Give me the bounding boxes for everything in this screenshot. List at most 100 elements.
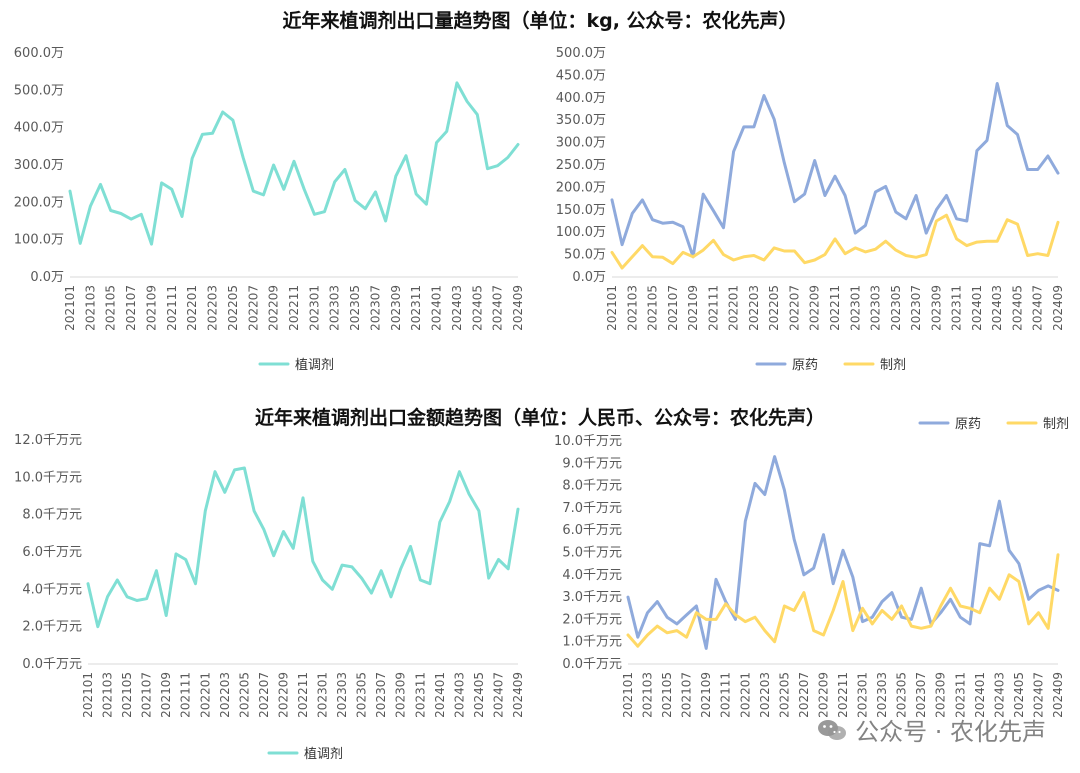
y-tick-label: 1.0千万元 (562, 635, 622, 650)
x-tick-label: 202405 (470, 285, 484, 331)
legend-label: 植调剂 (295, 358, 334, 373)
y-tick-label: 150.0万 (556, 203, 606, 218)
x-tick-label: 202211 (296, 672, 310, 718)
x-tick-label: 202305 (355, 672, 369, 718)
y-tick-label: 4.0千万元 (22, 582, 82, 597)
x-tick-label: 202311 (953, 672, 967, 718)
x-tick-label: 202207 (797, 672, 811, 718)
y-tick-label: 10.0千万元 (554, 434, 622, 449)
series-line-2 (626, 553, 1060, 648)
x-tick-label: 202401 (430, 285, 444, 331)
x-tick-label: 202201 (185, 285, 199, 331)
x-tick-label: 202107 (124, 285, 138, 331)
x-tick-label: 202209 (276, 672, 290, 718)
x-tick-label: 202305 (348, 285, 362, 331)
x-tick-label: 202101 (81, 672, 95, 718)
y-tick-label: 300.0万 (14, 158, 64, 173)
x-tick-label: 202205 (237, 672, 251, 718)
value-chart-plant-growth-regulator: 0.0千万元 2.0千万元 4.0千万元 6.0千万元 8.0千万元 10.0千万元 12.… (14, 433, 525, 762)
x-tick-label: 202203 (758, 672, 772, 718)
x-tick-label: 202409 (1051, 285, 1065, 331)
x-tick-label: 202405 (1012, 672, 1026, 718)
x-tick-label: 202103 (625, 285, 639, 331)
x-tick-label: 202409 (511, 672, 525, 718)
x-tick-label: 202103 (641, 672, 655, 718)
x-tick-label: 202107 (680, 672, 694, 718)
x-tick-label: 202311 (409, 285, 423, 331)
series-line-1 (626, 455, 1060, 650)
x-tick-label: 202203 (218, 672, 232, 718)
x-tick-label: 202303 (328, 285, 342, 331)
volume-chart-plant-growth-regulator: 0.0万 100.0万 200.0万 300.0万 400.0万 500.0万 600.0万… (14, 46, 525, 373)
x-tick-label: 202103 (101, 672, 115, 718)
volume-chart-technical-vs-formulation: 0.0万 50.0万 100.0万 150.0万 200.0万 250.0万 300.0万 3… (556, 46, 1065, 373)
x-tick-label: 202307 (374, 672, 388, 718)
x-tick-label: 202207 (257, 672, 271, 718)
x-tick-label: 202107 (666, 285, 680, 331)
y-tick-label: 100.0万 (556, 225, 606, 240)
x-tick-label: 202101 (621, 672, 635, 718)
legend-label: 制剂 (1043, 417, 1069, 432)
x-tick-label: 202403 (992, 672, 1006, 718)
y-tick-label: 300.0万 (556, 136, 606, 151)
y-tick-label: 200.0万 (14, 195, 64, 210)
watermark-text: 公众号 · 农化先声 (855, 718, 1046, 746)
y-tick-label: 5.0千万元 (562, 546, 622, 561)
x-tick-label: 202105 (120, 672, 134, 718)
x-tick-label: 202111 (706, 285, 720, 331)
x-tick-label: 202305 (895, 672, 909, 718)
y-tick-label: 2.0千万元 (562, 612, 622, 627)
x-tick-label: 202303 (875, 672, 889, 718)
x-tick-label: 202109 (144, 285, 158, 331)
x-tick-label: 202207 (787, 285, 801, 331)
x-tick-label: 202105 (646, 285, 660, 331)
legend-label: 植调剂 (304, 747, 343, 762)
y-tick-label: 0.0万 (572, 270, 606, 285)
x-tick-label: 202303 (869, 285, 883, 331)
series-line-2 (610, 213, 1060, 270)
x-tick-label: 202309 (394, 672, 408, 718)
y-tick-label: 12.0千万元 (14, 433, 82, 448)
x-tick-label: 202111 (165, 285, 179, 331)
x-tick-label: 202407 (1031, 285, 1045, 331)
x-tick-label: 202109 (159, 672, 173, 718)
value-chart-technical-vs-formulation: 0.0千万元 1.0千万元 2.0千万元 3.0千万元 4.0千万元 5.0千万元 6.0千… (554, 417, 1069, 718)
y-tick-label: 400.0万 (556, 91, 606, 106)
x-tick-label: 202401 (973, 672, 987, 718)
y-tick-label: 0.0千万元 (22, 657, 82, 672)
x-tick-label: 202307 (368, 285, 382, 331)
x-tick-label: 202405 (472, 672, 486, 718)
y-tick-label: 250.0万 (556, 158, 606, 173)
y-tick-label: 50.0万 (564, 248, 606, 263)
x-tick-label: 202105 (104, 285, 118, 331)
x-tick-label: 202209 (267, 285, 281, 331)
y-tick-label: 600.0万 (14, 46, 64, 61)
x-tick-label: 202205 (226, 285, 240, 331)
x-tick-label: 202209 (808, 285, 822, 331)
x-tick-label: 202301 (848, 285, 862, 331)
x-tick-label: 202201 (727, 285, 741, 331)
x-tick-label: 202211 (287, 285, 301, 331)
watermark: 公众号 · 农化先声 (817, 712, 1046, 747)
x-tick-label: 202401 (433, 672, 447, 718)
y-tick-label: 100.0万 (14, 233, 64, 248)
x-tick-label: 202211 (828, 285, 842, 331)
x-tick-label: 202101 (605, 285, 619, 331)
x-tick-label: 202311 (413, 672, 427, 718)
x-tick-label: 202203 (747, 285, 761, 331)
x-tick-label: 202201 (738, 672, 752, 718)
x-tick-label: 202103 (83, 285, 97, 331)
x-tick-label: 202207 (246, 285, 260, 331)
y-tick-label: 200.0万 (556, 180, 606, 195)
x-tick-label: 202205 (767, 285, 781, 331)
series-line-1 (68, 81, 520, 246)
x-tick-label: 202105 (660, 672, 674, 718)
x-tick-label: 202407 (491, 285, 505, 331)
x-tick-label: 202301 (316, 672, 330, 718)
x-tick-label: 202403 (452, 672, 466, 718)
y-tick-label: 6.0千万元 (562, 523, 622, 538)
x-tick-label: 202309 (929, 285, 943, 331)
y-tick-label: 8.0千万元 (22, 508, 82, 523)
x-tick-label: 202301 (307, 285, 321, 331)
y-tick-label: 9.0千万元 (562, 456, 622, 471)
